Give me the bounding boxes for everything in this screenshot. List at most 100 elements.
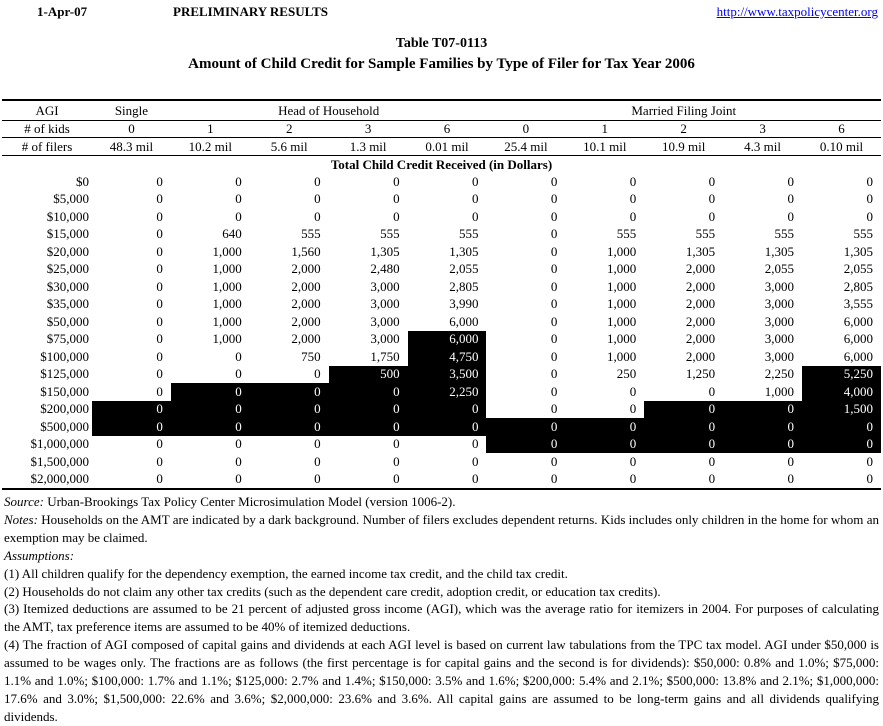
credit-cell: 0 [328,418,408,436]
agi-row-label: $50,000 [46,313,89,329]
credit-cell: 2,250 [407,383,487,401]
credit-cell: 3,000 [370,331,400,347]
source-label: Source: [4,494,44,509]
credit-cell: 1,250 [685,366,716,382]
assumptions-heading: Assumptions: [4,547,75,563]
credit-cell: 0 [550,331,558,347]
credit-cell: 0 [249,400,329,418]
credit-cell: 0 [644,400,724,418]
general-note: Notes: Households on the AMT are indicat… [4,511,879,547]
credit-cell: 0 [629,173,637,189]
credit-cell: 5,250 [802,365,881,383]
credit-cell: 0 [866,453,874,469]
credit-cell: 0 [156,226,163,242]
credit-cell: 0 [486,435,566,453]
credit-cell: 0 [407,418,487,436]
credit-cell: 0 [550,366,558,382]
kids-count-6: 1 [565,120,645,138]
credit-cell: 0 [471,173,479,189]
credit-cell: 1,500 [802,400,881,418]
credit-cell: 0 [486,418,566,436]
filers-count-5: 25.4 mil [486,137,566,156]
credit-cell: 0 [708,191,716,207]
credit-cell: 0 [235,471,242,487]
credit-cell: 555 [458,226,479,242]
credit-cell: 0 [471,436,479,452]
credit-cell: 2,805 [843,278,873,294]
kids-row-label: # of kids [2,120,92,138]
credit-cell: 0 [393,173,400,189]
credit-cell: 0 [92,418,171,436]
assumption-2: (2) Households do not claim any other ta… [4,583,661,599]
agi-row-label: $200,000 [40,401,89,417]
agi-row-label: $25,000 [46,261,89,277]
footnotes: Source: Urban-Brookings Tax Policy Cente… [4,493,879,726]
credit-cell: 0 [156,278,163,294]
credit-cell: 3,000 [764,296,795,312]
credit-cell: 0 [156,191,163,207]
credit-cell: 0 [629,471,637,487]
kids-count-row: # of kids 0 1 2 3 6 0 1 2 3 6 [2,120,881,138]
table-row: $50,000 0 1,000 2,000 3,000 6,000 0 1,000 2,000 3… [2,313,881,331]
credit-cell: 0 [156,331,163,347]
agi-row-label: $500,000 [40,418,89,434]
agi-row-label: $20,000 [46,243,89,259]
credit-cell: 3,000 [764,278,795,294]
credit-cell: 0 [170,383,250,401]
table-row: $10,000 0 0 0 0 0 0 0 0 0 0 [2,208,881,226]
credit-cell: 0 [407,400,487,418]
credit-cell: 2,000 [685,278,716,294]
credit-cell: 1,000 [212,243,242,259]
table-row: $125,000 0 0 0 500 3,500 0 250 1,250 2,250 5,250 [2,365,881,383]
credit-cell: 0 [249,418,329,436]
credit-cell: 0 [328,383,408,401]
filers-count-row: # of filers 48.3 mil 10.2 mil 5.6 mil 1.3 mi… [2,137,881,156]
credit-cell: 555 [380,226,400,242]
assumption-3: (3) Itemized deductions are assumed to b… [4,601,879,635]
section-title-row: Total Child Credit Received (in Dollars) [2,156,881,174]
kids-count-5: 0 [486,120,566,138]
credit-cell: 0 [787,208,795,224]
credit-cell: 0 [156,296,163,312]
filers-count-4: 0.01 mil [407,137,487,156]
credit-cell: 3,000 [764,348,795,364]
credit-cell: 0 [235,348,242,364]
credit-cell: 555 [853,226,874,242]
kids-count-4: 6 [407,120,487,138]
credit-cell: 1,305 [685,243,716,259]
filers-row-label: # of filers [2,137,92,156]
credit-cell: 2,055 [449,261,479,277]
source-text: Urban-Brookings Tax Policy Center Micros… [43,494,456,509]
credit-cell: 4,750 [407,348,487,366]
credit-cell: 0 [565,435,645,453]
filer-group-label-2: Married Filing Joint [486,100,881,121]
credit-cell: 0 [471,208,479,224]
credit-cell: 0 [723,418,803,436]
credit-cell: 0 [471,453,479,469]
credit-cell: 1,000 [606,313,637,329]
credit-cell: 1,750 [370,348,400,364]
credit-cell: 2,000 [291,261,321,277]
credit-cell: 2,000 [291,331,321,347]
credit-cell: 2,480 [370,261,400,277]
credit-cell: 2,000 [685,261,716,277]
filers-count-7: 10.9 mil [644,137,724,156]
credit-cell: 0 [787,173,795,189]
credit-cell: 0 [156,261,163,277]
credit-cell: 0 [708,208,716,224]
credit-cell: 6,000 [449,313,479,329]
credit-cell: 0 [787,453,795,469]
credit-cell: 0 [787,191,795,207]
credit-cell: 0 [629,208,637,224]
credit-cell: 0 [629,453,637,469]
credit-cell: 0 [170,418,250,436]
credit-cell: 0 [235,191,242,207]
credit-cell: 6,000 [843,331,873,347]
table-row: $150,000 0 0 0 0 2,250 0 0 0 1,000 4,000 [2,383,881,401]
credit-cell: 3,990 [449,296,479,312]
credit-cell: 0 [314,471,321,487]
taxpolicycenter-link[interactable]: http://www.taxpolicycenter.org [716,4,878,19]
report-date: 1-Apr-07 [37,4,88,19]
assumption-1: (1) All children qualify for the depende… [4,565,568,581]
kids-count-7: 2 [644,120,724,138]
